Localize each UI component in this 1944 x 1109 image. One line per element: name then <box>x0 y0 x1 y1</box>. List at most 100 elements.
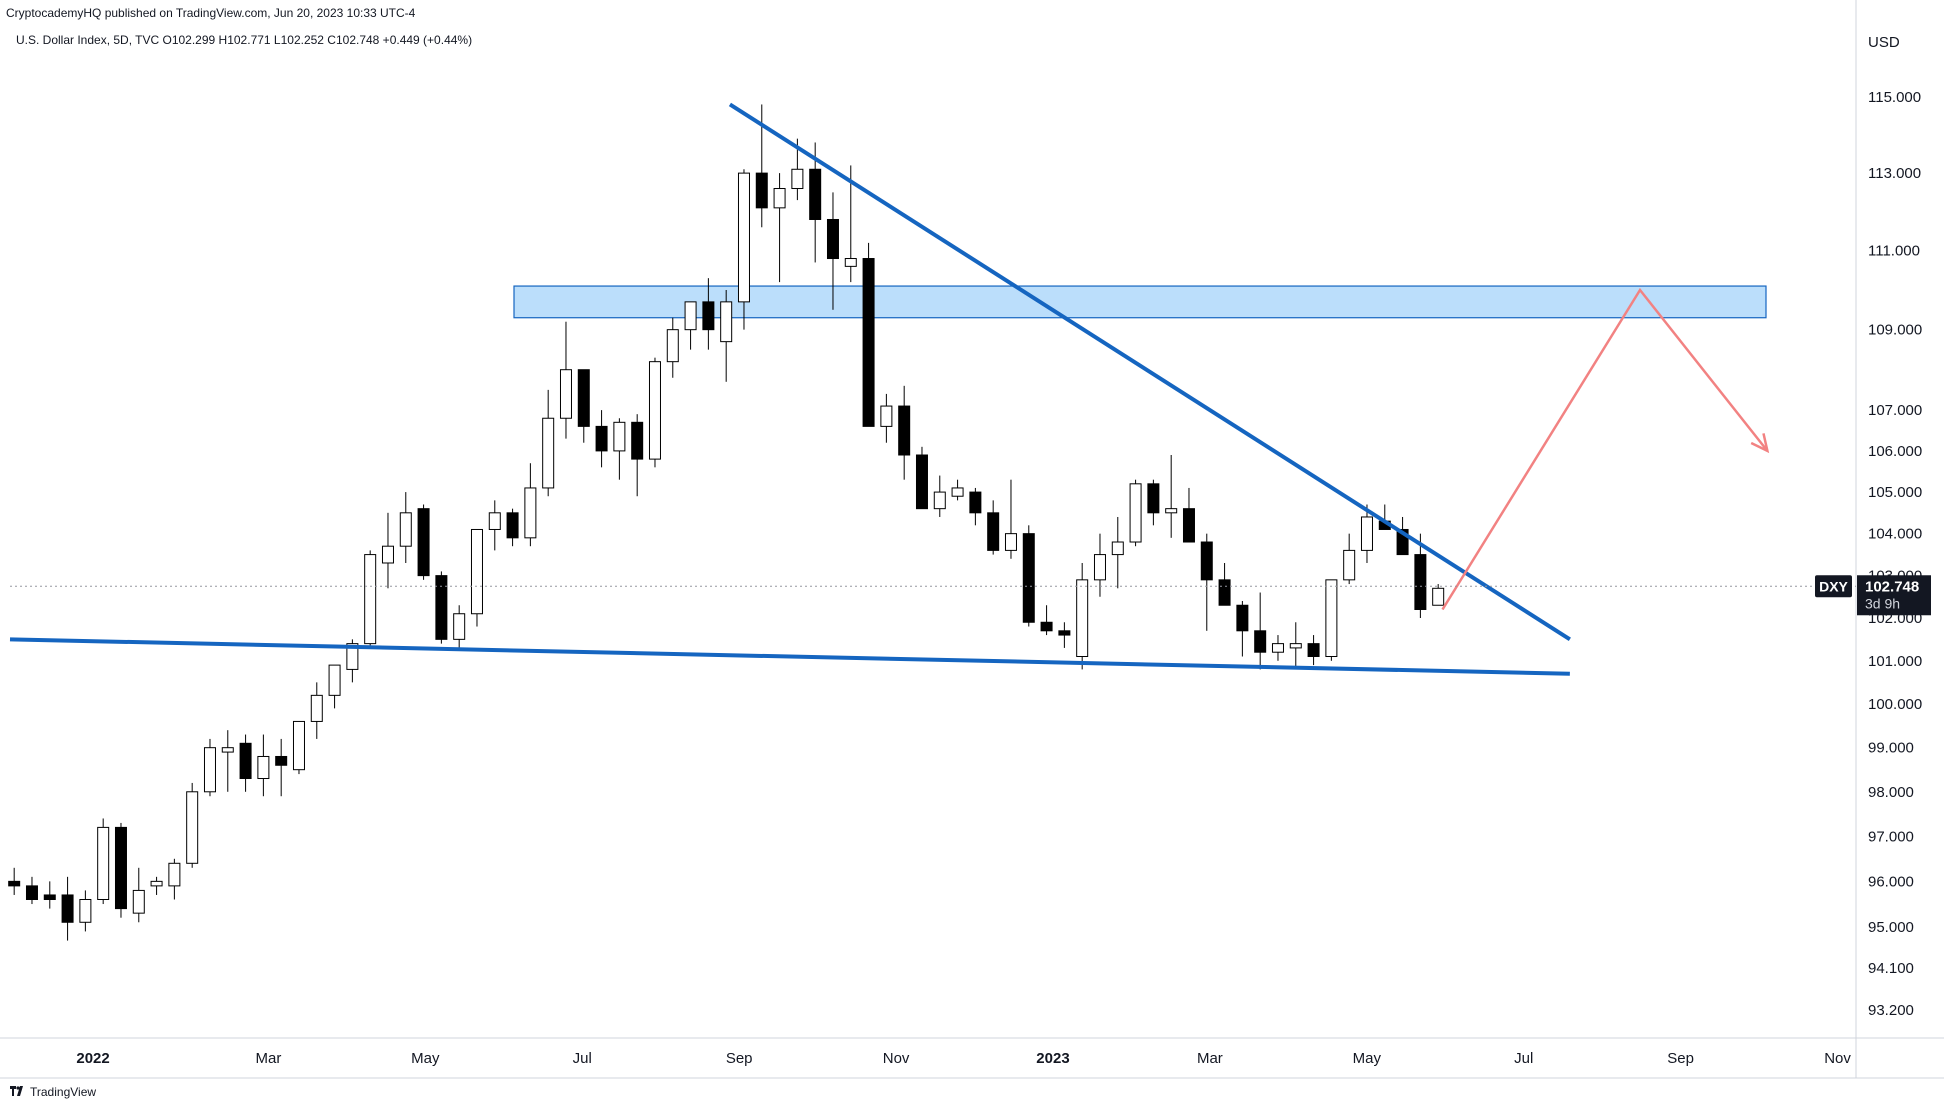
time-tick-label: Sep <box>726 1050 753 1067</box>
candle-body <box>933 491 946 510</box>
candle-body <box>417 508 430 577</box>
candle-body <box>150 880 163 887</box>
candle-body <box>1129 483 1142 543</box>
candle-body <box>1147 483 1160 514</box>
projection-arrowhead <box>1750 433 1770 454</box>
candle-body <box>1254 630 1267 653</box>
candle-body <box>435 575 448 640</box>
candle-body <box>987 512 1000 551</box>
time-tick-label: Mar <box>256 1050 282 1067</box>
candle-body <box>61 894 74 923</box>
price-tick-label: 96.000 <box>1868 873 1914 890</box>
candle-body <box>1432 587 1445 606</box>
price-axis[interactable]: 115.000 113.000 111.000 109.000 107.000 106.0… <box>1868 89 1922 1019</box>
time-tick-label: Nov <box>1824 1050 1851 1067</box>
price-tick-label: 93.200 <box>1868 1002 1914 1019</box>
time-tick-label: Sep <box>1667 1050 1694 1067</box>
price-tick-label: 95.000 <box>1868 919 1914 936</box>
candle-body <box>915 454 928 510</box>
candle-body <box>506 512 519 539</box>
candle-body <box>737 172 750 303</box>
tradingview-logo-icon <box>10 1085 26 1099</box>
candle-body <box>292 720 305 771</box>
candle-body <box>1343 549 1356 581</box>
candle-body <box>720 301 733 343</box>
candle-body <box>488 512 501 530</box>
bar-countdown-label: 3d 9h <box>1865 595 1900 611</box>
time-tick-label: 2023 <box>1036 1050 1069 1067</box>
candle-body <box>1200 541 1213 581</box>
candle-body <box>25 885 38 900</box>
candle-body <box>1111 541 1124 556</box>
price-tick-label: 99.000 <box>1868 740 1914 757</box>
candle-body <box>542 417 555 489</box>
price-tick-label: 115.000 <box>1868 89 1921 106</box>
symbol-info: U.S. Dollar Index, 5D, TVC O102.299 H102… <box>16 33 472 47</box>
candle-body <box>1289 643 1302 649</box>
candle-body <box>1325 579 1338 658</box>
time-tick-label: May <box>1353 1050 1382 1067</box>
price-tick-label: 111.000 <box>1868 243 1920 260</box>
candle-body <box>1236 604 1249 632</box>
resistance-zone-box <box>513 285 1767 319</box>
candle-body <box>1396 528 1409 556</box>
candle-body <box>381 545 394 564</box>
price-tick-label: 106.000 <box>1868 443 1922 460</box>
price-tick-label: 113.000 <box>1868 165 1921 182</box>
tradingview-footer[interactable]: TradingView <box>10 1085 96 1099</box>
candle-body <box>257 755 270 780</box>
candle-body <box>399 512 412 547</box>
candle-body <box>631 421 644 460</box>
candle-body <box>1182 508 1195 543</box>
support-trendline <box>9 637 1570 676</box>
candle-body <box>862 258 875 427</box>
time-tick-label: Nov <box>883 1050 910 1067</box>
candle-body <box>470 528 483 615</box>
candle-body <box>1022 533 1035 623</box>
candle-body <box>1307 643 1320 658</box>
trendline-drawings[interactable] <box>9 102 1856 676</box>
publisher-caption: CryptocademyHQ published on TradingView.… <box>6 6 416 20</box>
price-tick-label: 105.000 <box>1868 484 1922 501</box>
candle-body <box>239 742 252 780</box>
candle-body <box>1165 508 1178 514</box>
time-tick-label: Jul <box>573 1050 592 1067</box>
price-tick-label: 107.000 <box>1868 402 1922 419</box>
chart-frame <box>0 0 1944 1079</box>
ticker-badge <box>1815 575 1852 598</box>
candle-body <box>1004 533 1017 551</box>
candle-body <box>755 172 768 209</box>
time-tick-label: 2022 <box>76 1050 109 1067</box>
candle-body <box>310 694 323 722</box>
candle-body <box>1040 621 1053 632</box>
time-tick-label: Mar <box>1197 1050 1223 1067</box>
time-axis[interactable]: 2022 Mar May Jul Sep Nov 2023 Mar May Jul Sep Nov <box>76 1050 1851 1067</box>
time-tick-label: Jul <box>1514 1050 1533 1067</box>
candle-body <box>844 258 857 267</box>
candle-body <box>1414 554 1427 610</box>
candle-body <box>43 894 56 900</box>
price-tick-label: 104.000 <box>1868 526 1922 543</box>
candle-body <box>186 791 199 864</box>
candle-body <box>969 491 982 514</box>
candle-body <box>773 188 786 209</box>
resistance-zone[interactable] <box>513 285 1767 319</box>
candle-body <box>346 643 359 670</box>
candle-body <box>221 747 234 753</box>
ticker-label: DXY <box>1819 578 1848 594</box>
candle-body <box>203 747 216 793</box>
price-tick-label: 109.000 <box>1868 322 1922 339</box>
candle-body <box>132 889 145 914</box>
price-tick-label: 100.000 <box>1868 696 1922 713</box>
last-price-tag: DXY 102.748 3d 9h <box>1815 575 1931 616</box>
price-tick-label: 97.000 <box>1868 828 1914 845</box>
candle-body <box>8 880 21 887</box>
candle-body <box>613 421 626 452</box>
candle-body <box>666 329 679 363</box>
candle-body <box>1218 579 1231 606</box>
price-tick-label: 94.100 <box>1868 960 1914 977</box>
time-tick-label: May <box>411 1050 440 1067</box>
candle-body <box>577 369 590 427</box>
candle-body <box>880 405 893 427</box>
